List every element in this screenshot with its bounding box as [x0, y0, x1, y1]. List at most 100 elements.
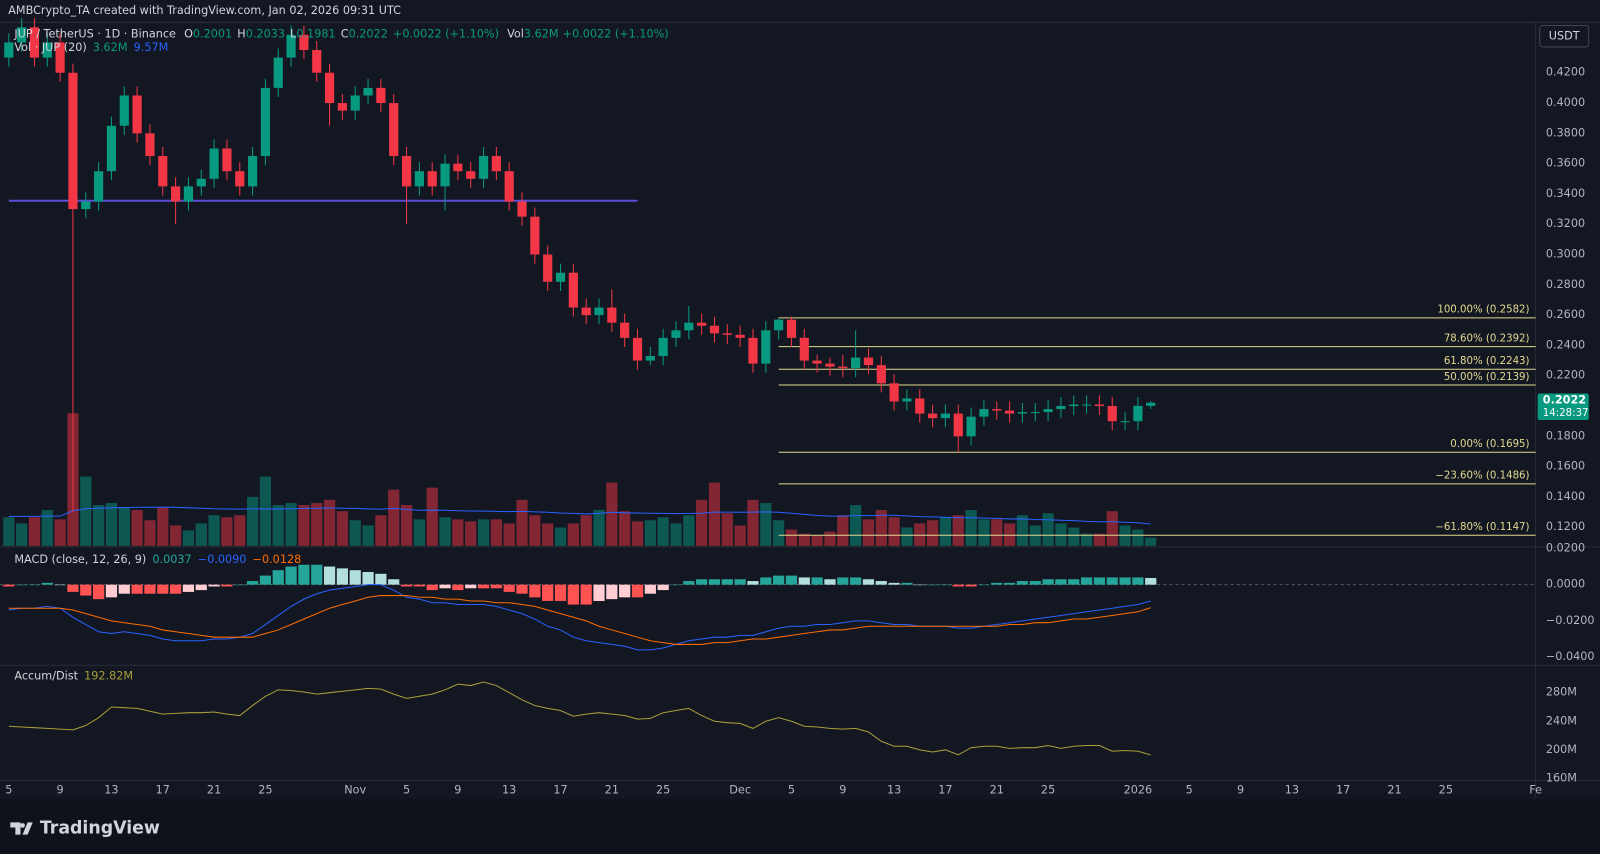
candle-body [260, 87, 271, 157]
macd-histogram-bar [1042, 579, 1054, 585]
legend-text: C [341, 28, 349, 41]
legend-text: 3.62M [93, 41, 128, 54]
volume-bar [477, 519, 490, 546]
candle-body [299, 34, 309, 51]
candle-body [645, 356, 655, 361]
candle-body [799, 337, 809, 361]
volume-bar [683, 515, 695, 546]
y-tick-label: 0.2200 [1546, 369, 1585, 382]
x-tick-label: 17 [553, 784, 567, 797]
x-tick-label: 21 [207, 784, 221, 797]
volume-bar [221, 517, 233, 546]
macd-histogram-bar [901, 582, 913, 585]
volume-bar [246, 496, 259, 546]
macd-histogram-bar [221, 584, 233, 587]
macd-tick-label: −0.0200 [1546, 614, 1595, 627]
macd-histogram-bar [105, 584, 118, 598]
y-tick-label: 0.3600 [1546, 157, 1585, 170]
y-tick-label: 0.3400 [1546, 187, 1585, 200]
legend-text: 0.2033 [246, 28, 285, 41]
candle-body [350, 95, 360, 111]
volume-bar [259, 476, 272, 546]
y-tick-label: 0.1800 [1546, 429, 1585, 442]
macd-histogram-bar [914, 584, 926, 586]
macd-histogram-bar [388, 579, 400, 585]
volume-bar [850, 505, 862, 546]
currency-button[interactable] [1539, 24, 1590, 48]
volume-bar [1093, 533, 1106, 546]
y-tick-label: 0.3200 [1546, 217, 1585, 230]
x-tick-label: 5 [1186, 784, 1193, 797]
legend-text: 0.2022 [349, 28, 388, 41]
candle-body [966, 416, 976, 437]
accum-dist-line [8, 681, 1151, 756]
candle-body [132, 95, 142, 134]
y-tick-label: 0.2400 [1546, 338, 1585, 351]
legend-text: H [237, 28, 245, 41]
candle-body [979, 409, 989, 417]
ad-tick-label: 280M [1546, 686, 1577, 699]
logo-mark [10, 822, 33, 835]
macd-histogram-bar [182, 584, 195, 592]
volume-bar [734, 525, 746, 546]
candle-body [453, 163, 463, 172]
macd-histogram-bar [285, 566, 297, 585]
candle-body [286, 34, 296, 58]
legend-text: Vol · JUP (20) [14, 41, 86, 54]
ad-tick-label: 240M [1546, 714, 1577, 727]
volume-bar [811, 535, 823, 546]
macd-histogram-bar [157, 584, 169, 594]
x-tick-label: 21 [605, 784, 619, 797]
x-tick-label: 13 [502, 784, 516, 797]
macd-histogram-bar [54, 584, 66, 586]
fib-label: 100.00% (0.2582) [1437, 305, 1529, 316]
x-tick-label: 5 [403, 784, 410, 797]
price-label-box [1537, 393, 1589, 421]
candle-body [851, 357, 861, 369]
volume-bar [747, 499, 759, 546]
candle-body [953, 413, 963, 437]
volume-bar [105, 503, 118, 546]
macd-histogram-bar [80, 584, 92, 596]
fib-label: 61.80% (0.2243) [1444, 356, 1530, 367]
volume-bar [939, 517, 952, 546]
x-tick-label: Fe [1529, 784, 1542, 797]
volume-bar [41, 510, 53, 546]
candle-body [594, 307, 604, 316]
macd-histogram-bar [811, 577, 823, 585]
x-tick-label: Dec [729, 784, 751, 797]
candle-body [55, 42, 65, 73]
candle-body [671, 330, 681, 338]
candle-body [1146, 402, 1156, 406]
legend-text: +0.0022 (+1.10%) [563, 28, 669, 41]
candle-body [312, 50, 322, 73]
candle-body [414, 171, 424, 187]
candle-body [620, 322, 630, 338]
macd-histogram-bar [631, 584, 644, 598]
volume-bar [631, 521, 644, 546]
volume-bar [952, 515, 964, 546]
macd-histogram-bar [362, 571, 374, 585]
currency-label[interactable]: USDT [1549, 30, 1580, 43]
candle-body [273, 57, 283, 88]
volume-bar [875, 510, 887, 546]
macd-histogram-bar [773, 575, 785, 585]
macd-histogram-bar [696, 579, 708, 585]
macd-histogram-bar [259, 575, 272, 585]
x-tick-label: 9 [1237, 784, 1244, 797]
macd-histogram-bar [785, 575, 798, 585]
macd-histogram-bar [888, 582, 900, 585]
volume-bar [721, 513, 733, 546]
macd-histogram-bar [939, 584, 952, 586]
macd-histogram-bar [580, 584, 592, 605]
volume-bar [169, 525, 182, 546]
y-tick-label: 0.4000 [1546, 96, 1585, 109]
macd-histogram-bar [1119, 577, 1131, 585]
candle-body [222, 148, 232, 172]
x-tick-label: 17 [156, 784, 170, 797]
volume-bar [144, 520, 156, 546]
macd-histogram-bar [850, 577, 862, 585]
volume-bar [285, 503, 297, 546]
